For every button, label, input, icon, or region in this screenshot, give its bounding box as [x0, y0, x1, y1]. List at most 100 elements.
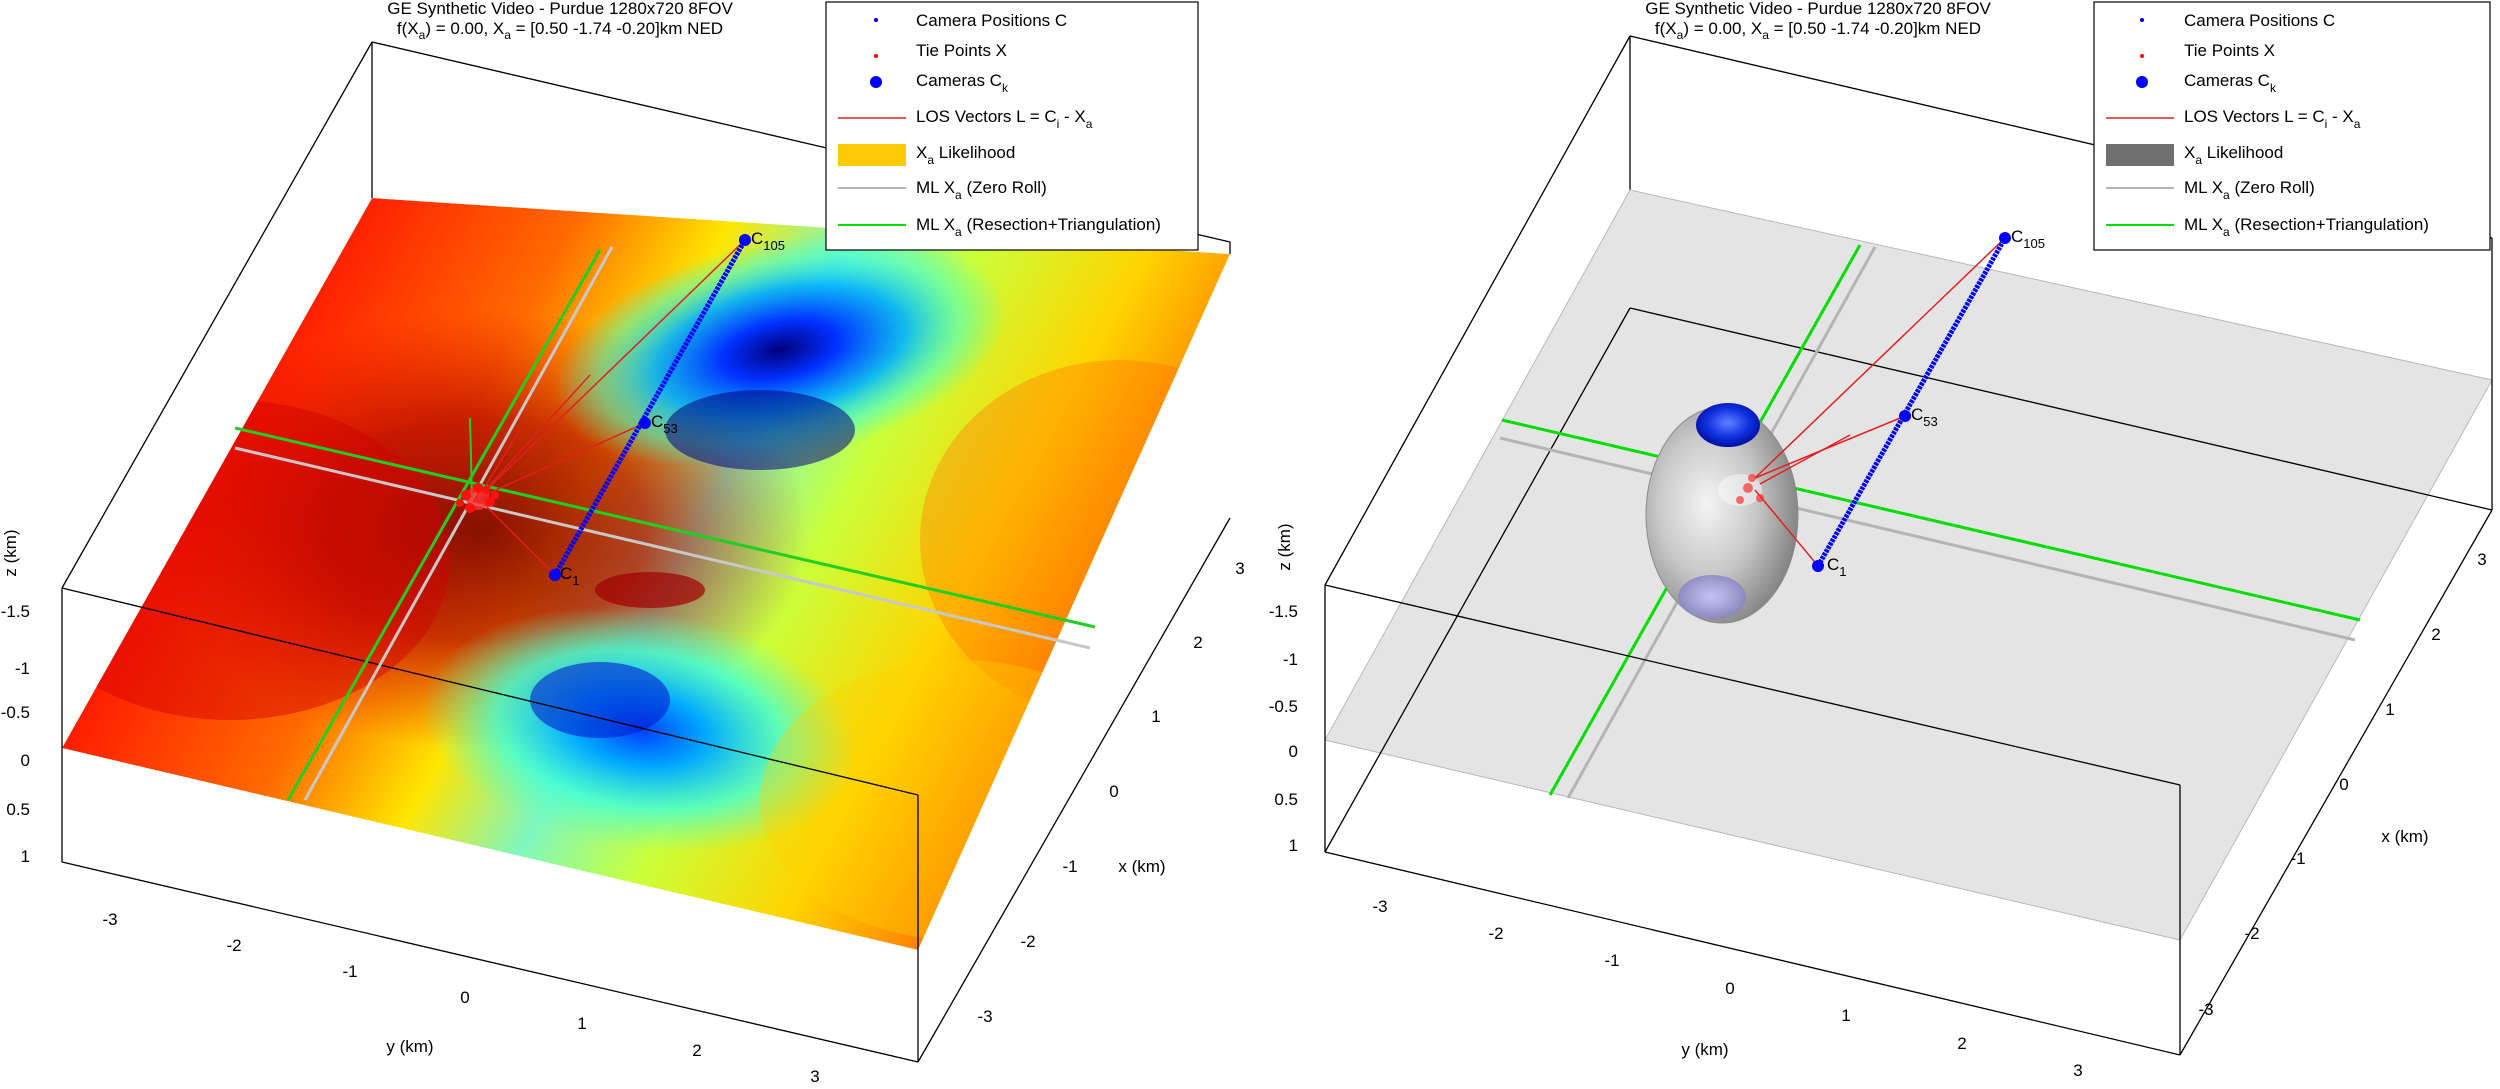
camera-c53-label: C53: [1911, 405, 1938, 429]
camera-track: [1812, 232, 2011, 572]
camera-c1-marker: [549, 569, 561, 581]
y-tick-label: -3: [102, 910, 117, 929]
z-axis-label: z (km): [1, 529, 20, 576]
x-ticks: 3 2 1 0 -1 -2 -3: [2198, 550, 2486, 1019]
x-tick-label: 1: [1151, 707, 1160, 726]
z-tick-label: 0.5: [6, 800, 30, 819]
z-tick-label: 1: [1289, 836, 1298, 855]
legend-entry-tie-points: Tie Points X: [2140, 41, 2275, 60]
camera-c53-marker: [639, 417, 651, 429]
legend-entry-likelihood: Xa Likelihood: [2106, 143, 2283, 167]
ml-zero-roll-line: [234, 446, 1091, 650]
legend-entry-ml-resection: ML Xa (Resection+Triangulation): [2106, 215, 2429, 239]
ml-xa-lines: [234, 246, 1096, 801]
z-ticks: -1.5 -1 -0.5 0 0.5 1: [1, 602, 30, 866]
x-axis-label: x (km): [2381, 827, 2428, 846]
x-tick-label: -3: [2198, 1000, 2213, 1019]
legend-entry-los-vectors: LOS Vectors L = Ci - Xa: [2106, 107, 2361, 131]
camera-c105-marker: [1999, 232, 2011, 244]
svg-text:Tie Points X: Tie Points X: [916, 41, 1007, 60]
z-tick-label: 1: [21, 847, 30, 866]
svg-text:LOS Vectors L = Ci - Xa: LOS Vectors L = Ci - Xa: [916, 107, 1093, 131]
left-legend: Camera Positions C Tie Points X Cameras …: [825, 1, 1199, 251]
y-axis-label: y (km): [386, 1037, 433, 1056]
svg-text:Tie Points X: Tie Points X: [2184, 41, 2275, 60]
z-tick-label: 0.5: [1274, 790, 1298, 809]
left-plot-panel: C105 C53 C1 GE Synthetic Video - Purdue …: [1, 0, 1245, 1086]
legend-entry-camera-positions: Camera Positions C: [2140, 11, 2335, 30]
ml-resection-line: [1501, 418, 2361, 622]
svg-text:ML Xa (Resection+Triangulation: ML Xa (Resection+Triangulation): [916, 215, 1161, 239]
y-tick-label: 0: [460, 988, 469, 1007]
svg-text:Cameras Ck: Cameras Ck: [2184, 71, 2277, 95]
svg-text:Cameras Ck: Cameras Ck: [916, 71, 1009, 95]
camera-track: [549, 234, 751, 581]
x-tick-label: 3: [1235, 559, 1244, 578]
likelihood-ellipsoid: [1645, 403, 1799, 624]
svg-text:Camera Positions C: Camera Positions C: [916, 11, 1067, 30]
surface-edge: [61, 242, 1231, 1063]
tie-points-cluster: [456, 483, 499, 513]
z-tick-label: -0.5: [1269, 697, 1298, 716]
x-tick-label: 2: [2431, 625, 2440, 644]
y-tick-label: 3: [810, 1067, 819, 1086]
right-plot-panel: C105 C53 C1 GE Synthetic Video - Purdue …: [1269, 0, 2493, 1080]
y-tick-label: 1: [577, 1014, 586, 1033]
x-tick-label: -3: [977, 1007, 992, 1026]
x-tick-label: -1: [2290, 849, 2305, 868]
box-inner-edges: [1324, 307, 2493, 853]
likelihood-plane: [1324, 189, 2493, 941]
left-title: GE Synthetic Video - Purdue 1280x720 8FO…: [387, 0, 733, 42]
x-tick-label: 0: [2339, 775, 2348, 794]
z-tick-label: -1: [15, 659, 30, 678]
y-tick-label: 0: [1725, 979, 1734, 998]
ml-zero-roll-line: [303, 246, 614, 801]
legend-entry-ml-resection: ML Xa (Resection+Triangulation): [838, 215, 1161, 239]
z-tick-label: -0.5: [1, 703, 30, 722]
y-tick-label: 3: [2073, 1061, 2082, 1080]
right-title-line2: f(Xa) = 0.00, Xa = [0.50 -1.74 -0.20]km …: [1655, 19, 1981, 42]
legend-entry-cameras-ck: Cameras Ck: [2136, 71, 2277, 95]
y-tick-label: -1: [342, 962, 357, 981]
y-ticks: -3 -2 -1 0 1 2 3: [102, 910, 819, 1086]
z-tick-label: 0: [21, 751, 30, 770]
legend-entry-tie-points: Tie Points X: [874, 41, 1007, 60]
legend-entry-likelihood: Xa Likelihood: [838, 143, 1015, 167]
x-tick-label: -2: [2244, 924, 2259, 943]
ml-vertical-marker: [469, 417, 473, 499]
legend-entry-cameras-ck: Cameras Ck: [870, 71, 1009, 95]
camera-c53-label: C53: [651, 412, 678, 436]
x-axis-label: x (km): [1118, 857, 1165, 876]
y-tick-label: -3: [1372, 897, 1387, 916]
y-tick-label: -2: [226, 936, 241, 955]
camera-c105-label: C105: [2011, 227, 2045, 251]
tie-points-cluster: [1736, 474, 1764, 504]
svg-text:Xa Likelihood: Xa Likelihood: [916, 143, 1015, 167]
y-axis-label: y (km): [1681, 1040, 1728, 1059]
right-title-line1: GE Synthetic Video - Purdue 1280x720 8FO…: [1645, 0, 1991, 18]
ml-resection-line: [234, 426, 1096, 629]
z-axis-label: z (km): [1275, 523, 1294, 570]
legend-entry-camera-positions: Camera Positions C: [874, 11, 1067, 30]
x-tick-label: 0: [1109, 782, 1118, 801]
y-tick-label: -1: [1604, 951, 1619, 970]
y-tick-label: 2: [692, 1041, 701, 1060]
ml-zero-roll-line: [1499, 436, 2356, 642]
x-tick-label: -1: [1062, 857, 1077, 876]
left-title-line2: f(Xa) = 0.00, Xa = [0.50 -1.74 -0.20]km …: [397, 19, 723, 42]
y-tick-label: -2: [1488, 924, 1503, 943]
z-tick-label: -1.5: [1, 602, 30, 621]
camera-c105-label: C105: [751, 229, 785, 253]
svg-text:Xa Likelihood: Xa Likelihood: [2184, 143, 2283, 167]
y-tick-label: 1: [1841, 1006, 1850, 1025]
camera-c105-marker: [739, 234, 751, 246]
z-tick-label: 0: [1289, 742, 1298, 761]
z-tick-label: -1.5: [1269, 602, 1298, 621]
x-tick-label: 1: [2385, 700, 2394, 719]
x-tick-label: 2: [1193, 633, 1202, 652]
camera-c1-label: C1: [1827, 555, 1847, 579]
y-ticks: -3 -2 -1 0 1 2 3: [1372, 897, 2082, 1080]
x-tick-label: -2: [1020, 932, 1035, 951]
legend-entry-los-vectors: LOS Vectors L = Ci - Xa: [838, 107, 1093, 131]
